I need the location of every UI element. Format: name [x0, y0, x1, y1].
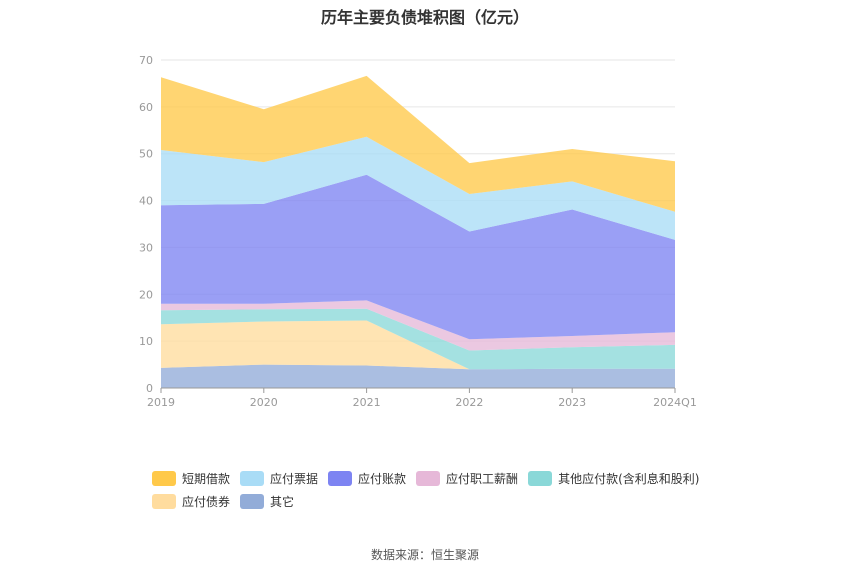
legend: 短期借款 应付票据 应付账款 应付职工薪酬 其他应付款(含利息和股利) 应付债券 其它 — [152, 470, 732, 516]
legend-label: 应付职工薪酬 — [446, 471, 519, 486]
y-tick-label: 60 — [139, 101, 153, 114]
y-tick-label: 70 — [139, 54, 153, 67]
legend-swatch — [528, 470, 553, 486]
legend-item[interactable]: 应付账款 — [328, 470, 406, 486]
area-series-3 — [161, 300, 675, 351]
chart-title: 历年主要负债堆积图（亿元） — [320, 8, 529, 27]
y-tick-label: 10 — [139, 335, 153, 348]
legend-swatch — [416, 470, 441, 486]
x-tick-label: 2019 — [147, 396, 175, 409]
legend-swatch — [240, 470, 265, 486]
legend-swatch — [328, 470, 353, 486]
legend-item[interactable]: 短期借款 — [152, 470, 230, 486]
area-series-2 — [161, 308, 675, 370]
legend-item[interactable]: 应付债券 — [152, 493, 230, 509]
area-series-6 — [161, 75, 675, 212]
y-tick-label: 0 — [146, 382, 153, 395]
source-note: 数据来源：恒生聚源 — [370, 548, 479, 562]
x-tick-label: 2022 — [455, 396, 483, 409]
legend-swatch — [240, 493, 265, 509]
legend-swatch — [152, 493, 176, 509]
legend-item[interactable]: 其他应付款(含利息和股利) — [528, 470, 699, 486]
y-tick-label: 30 — [139, 241, 153, 254]
x-tick-label: 2021 — [353, 396, 381, 409]
legend-item[interactable]: 应付票据 — [240, 470, 318, 486]
x-tick-label: 2024Q1 — [653, 396, 697, 409]
area-series-0 — [161, 364, 675, 388]
legend-label: 应付账款 — [358, 471, 407, 486]
area-series-5 — [161, 136, 675, 240]
legend-item[interactable]: 其它 — [240, 493, 294, 509]
stacked-area-chart: 0 10 20 30 40 50 60 70 2019 2020 2021 2022 2023 2024Q… — [139, 54, 697, 409]
y-tick-label: 20 — [139, 288, 153, 301]
x-tick-label: 2020 — [250, 396, 278, 409]
area-series-4 — [161, 174, 675, 340]
legend-swatch — [152, 470, 176, 486]
legend-label: 短期借款 — [182, 471, 231, 486]
axes: 0 10 20 30 40 50 60 70 2019 2020 2021 2022 2023 2024Q… — [139, 54, 697, 409]
legend-label: 其他应付款(含利息和股利) — [558, 471, 700, 486]
y-tick-label: 50 — [139, 148, 153, 161]
area-series — [161, 75, 675, 388]
legend-label: 应付债券 — [182, 494, 231, 509]
legend-label: 其它 — [270, 494, 295, 509]
y-tick-label: 40 — [139, 195, 153, 208]
legend-label: 应付票据 — [270, 471, 319, 486]
legend-item[interactable]: 应付职工薪酬 — [416, 470, 518, 486]
x-tick-label: 2023 — [558, 396, 586, 409]
